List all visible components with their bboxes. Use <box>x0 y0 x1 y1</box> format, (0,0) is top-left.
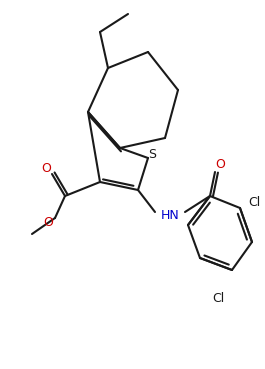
Text: O: O <box>215 158 225 170</box>
Text: HN: HN <box>161 208 179 221</box>
Text: O: O <box>41 162 51 175</box>
Text: Cl: Cl <box>212 292 224 305</box>
Text: S: S <box>148 148 156 161</box>
Text: Cl: Cl <box>248 196 260 208</box>
Text: O: O <box>43 215 53 228</box>
